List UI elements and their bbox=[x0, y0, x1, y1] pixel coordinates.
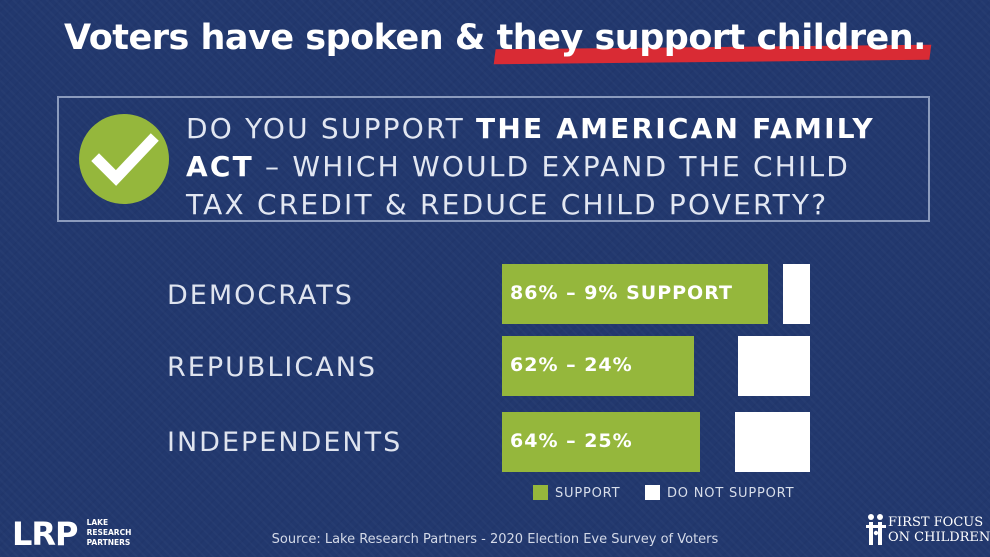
lrp-line-3: PARTNERS bbox=[86, 538, 131, 547]
bar-data-label-republicans: 62% – 24% bbox=[510, 354, 633, 376]
source-text: Source: Lake Research Partners - 2020 El… bbox=[271, 532, 719, 547]
legend-swatch-support bbox=[533, 485, 548, 500]
bar-data-label-independents: 64% – 25% bbox=[510, 430, 633, 452]
legend-swatch-do-not-support bbox=[645, 485, 660, 500]
checkmark-icon bbox=[79, 114, 169, 204]
lrp-line-2: RESEARCH bbox=[86, 528, 132, 537]
lrp-line-1: LAKE bbox=[86, 518, 109, 527]
bar-do-not-support-independents bbox=[735, 412, 810, 472]
lrp-mark: LRP bbox=[12, 515, 78, 553]
title-highlight: they support children. bbox=[496, 18, 927, 58]
question-suffix: – WHICH WOULD EXPAND THE CHILD TAX CREDI… bbox=[186, 150, 851, 221]
lrp-name: LAKE RESEARCH PARTNERS bbox=[87, 518, 132, 548]
ffc-line-1: FIRST FOCUS bbox=[888, 515, 984, 530]
bar-support-independents bbox=[502, 412, 700, 472]
category-label-republicans: REPUBLICANS bbox=[167, 352, 378, 383]
bar-do-not-support-republicans bbox=[738, 336, 810, 396]
legend-support: SUPPORT bbox=[533, 485, 620, 501]
first-focus-logo: FIRST FOCUS ON CHILDREN bbox=[866, 513, 990, 551]
title-part1: Voters have spoken & bbox=[64, 18, 497, 58]
question-box bbox=[57, 96, 930, 222]
category-label-independents: INDEPENDENTS bbox=[167, 427, 403, 458]
lrp-logo: LRP LAKE RESEARCH PARTNERS bbox=[12, 515, 131, 553]
bar-support-republicans bbox=[502, 336, 694, 396]
category-label-democrats: DEMOCRATS bbox=[167, 280, 354, 311]
bar-support-democrats bbox=[502, 264, 768, 324]
page-title: Voters have spoken & they support childr… bbox=[0, 18, 990, 58]
question-text: DO YOU SUPPORT THE AMERICAN FAMILY ACT –… bbox=[186, 110, 906, 224]
ffc-name: FIRST FOCUS ON CHILDREN bbox=[888, 515, 990, 545]
family-icon bbox=[866, 514, 886, 545]
legend-label-do-not-support: DO NOT SUPPORT bbox=[667, 486, 795, 501]
title-part2: they support children. bbox=[496, 18, 927, 58]
bar-do-not-support-democrats bbox=[783, 264, 810, 324]
bar-data-label-democrats: 86% – 9% SUPPORT bbox=[510, 282, 733, 304]
legend-label-support: SUPPORT bbox=[555, 486, 621, 501]
question-bold: THE AMERICAN FAMILY ACT bbox=[186, 112, 875, 183]
question-prefix: DO YOU SUPPORT bbox=[186, 112, 477, 145]
ffc-line-2: ON CHILDREN bbox=[888, 530, 990, 545]
legend-do-not-support: DO NOT SUPPORT bbox=[645, 485, 794, 501]
